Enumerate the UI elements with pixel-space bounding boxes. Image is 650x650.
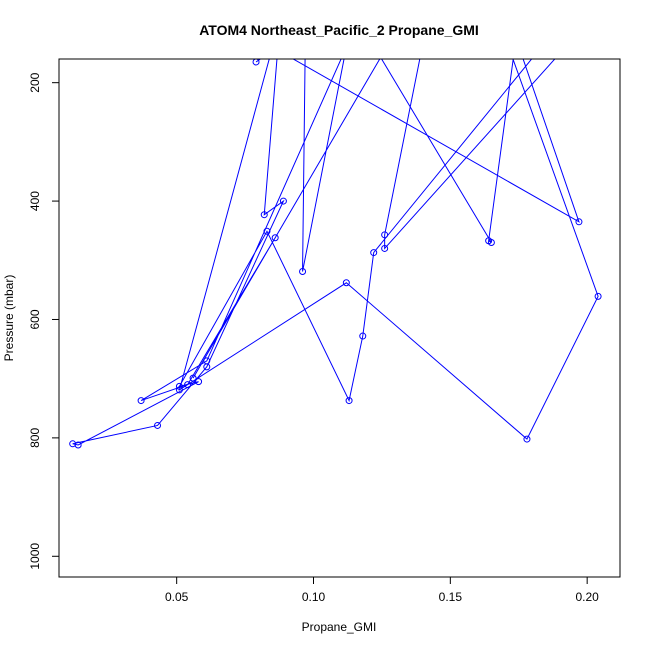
x-axis: 0.05 0.10 0.15 0.20 (165, 577, 599, 604)
y-tick-label: 200 (28, 72, 42, 92)
data-point (154, 421, 162, 429)
data-point (342, 279, 350, 287)
data-point (302, 38, 308, 44)
data-point (252, 59, 260, 66)
data-point (184, 381, 192, 389)
data-point (260, 211, 268, 219)
data-point (263, 227, 271, 235)
data-point (381, 231, 389, 239)
data-point (499, 26, 505, 32)
series-layer (69, 26, 602, 449)
data-point (485, 237, 493, 245)
data-point (269, 44, 275, 50)
data-point (271, 234, 279, 242)
data-point (543, 38, 549, 44)
data-point (74, 441, 82, 449)
data-point (189, 374, 197, 382)
data-point (381, 244, 389, 252)
data-point (137, 397, 145, 405)
x-tick-label: 0.05 (165, 590, 189, 604)
data-point (575, 218, 583, 226)
data-point (359, 332, 367, 340)
data-point (568, 38, 574, 44)
data-point (175, 386, 183, 394)
data-point (368, 38, 374, 44)
data-point (523, 435, 531, 443)
chart-title: ATOM4 Northeast_Pacific_2 Propane_GMI (199, 22, 479, 38)
x-tick-label: 0.15 (439, 590, 463, 604)
y-tick-label: 800 (28, 428, 42, 448)
data-point (370, 249, 378, 257)
x-tick-label: 0.20 (575, 590, 599, 604)
data-point (343, 44, 349, 50)
data-point (345, 397, 353, 405)
data-point (175, 382, 183, 390)
plot-frame (58, 58, 621, 578)
y-tick-label: 1000 (28, 543, 42, 570)
series-line (72, 59, 599, 446)
data-point (275, 44, 281, 50)
y-axis: 200 400 600 800 1000 (28, 72, 59, 570)
data-point (279, 197, 287, 205)
data-point (513, 35, 519, 41)
x-tick-label: 0.10 (302, 590, 326, 604)
data-point (299, 268, 307, 276)
x-axis-label: Propane_GMI (302, 620, 377, 634)
data-point (203, 357, 211, 365)
y-tick-label: 600 (28, 309, 42, 329)
data-point (594, 292, 602, 300)
y-tick-label: 400 (28, 191, 42, 211)
y-axis-label: Pressure (mbar) (2, 275, 16, 362)
data-point (387, 38, 393, 44)
data-point (195, 378, 203, 386)
